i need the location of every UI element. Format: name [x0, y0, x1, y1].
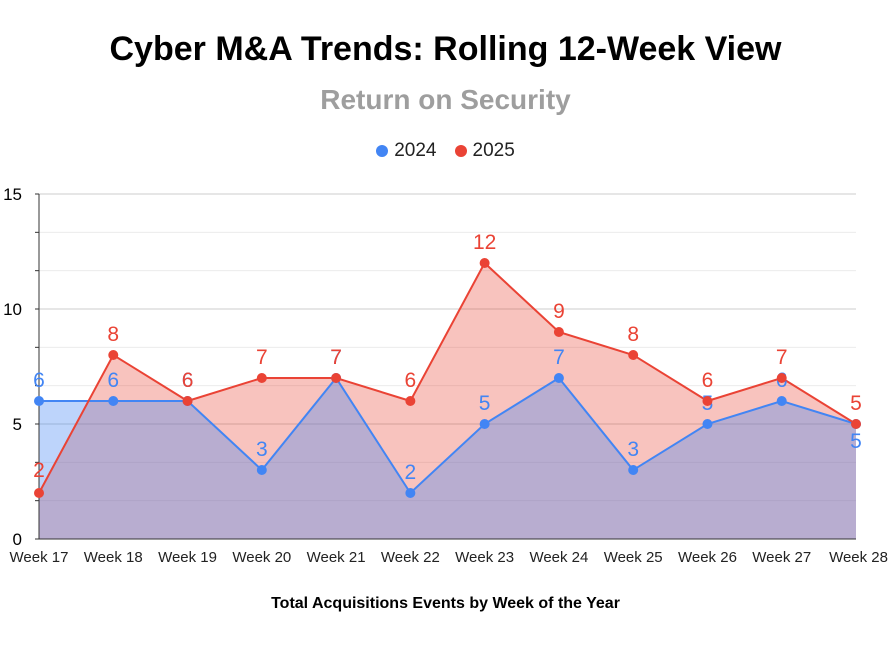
x-tick-label: Week 24 — [529, 549, 588, 566]
point-2024 — [479, 419, 490, 429]
y-tick-label: 0 — [13, 530, 22, 549]
data-label-2024: 7 — [553, 346, 565, 369]
x-tick-label: Week 25 — [604, 549, 663, 566]
x-tick-label: Week 27 — [752, 549, 811, 566]
point-2025 — [256, 373, 267, 383]
point-2024 — [702, 419, 713, 429]
point-2024 — [776, 396, 787, 406]
data-label-2024: 3 — [627, 438, 639, 461]
data-label-2025: 8 — [107, 323, 119, 346]
data-label-2025: 8 — [627, 323, 639, 346]
point-2025 — [405, 396, 416, 406]
data-label-2024: 5 — [479, 392, 491, 415]
data-label-2024: 6 — [182, 369, 194, 392]
data-label-2025: 6 — [405, 369, 417, 392]
x-tick-label: Week 19 — [158, 549, 217, 566]
data-label-2025: 7 — [256, 346, 268, 369]
data-label-2025: 6 — [702, 369, 714, 392]
point-2025 — [108, 350, 119, 360]
x-tick-label: Week 21 — [307, 549, 366, 566]
y-tick-label: 15 — [3, 185, 22, 204]
chart-subtitle: Return on Security — [320, 84, 571, 115]
legend-marker-2024 — [376, 145, 389, 157]
x-axis-label: Total Acquisitions Events by Week of the… — [271, 595, 620, 612]
point-2024 — [256, 465, 267, 475]
data-label-2025: 9 — [553, 300, 565, 323]
legend: 2024 2025 — [0, 140, 891, 162]
legend-label-2024: 2024 — [394, 140, 437, 161]
chart-title: Cyber M&A Trends: Rolling 12-Week View — [109, 30, 782, 68]
point-2025 — [34, 488, 44, 498]
point-2025 — [331, 373, 342, 383]
point-2024 — [405, 488, 416, 498]
data-label-2024: 3 — [256, 438, 268, 461]
legend-item-2024[interactable]: 2024 — [376, 140, 437, 162]
x-tick-label: Week 18 — [84, 549, 143, 566]
line-2025 — [38, 261, 857, 494]
legend-label-2025: 2025 — [472, 140, 515, 161]
data-label-2024: 7 — [330, 346, 342, 369]
x-tick-label: Week 26 — [678, 549, 737, 566]
point-2025 — [182, 396, 193, 406]
point-2025 — [851, 419, 861, 429]
x-tick-label: Week 28 — [829, 549, 888, 566]
point-2024 — [553, 373, 564, 383]
x-tick-label: Week 17 — [10, 549, 69, 566]
data-label-2024: 6 — [33, 369, 45, 392]
data-label-2024: 2 — [405, 461, 417, 484]
x-tick-label: Week 22 — [381, 549, 440, 566]
data-label-2025: 6 — [182, 369, 194, 392]
y-tick-label: 10 — [3, 300, 22, 319]
point-2024 — [628, 465, 639, 475]
point-2025 — [776, 373, 787, 383]
x-tick-label: Week 23 — [455, 549, 514, 566]
data-label-2024: 6 — [107, 369, 119, 392]
point-2024 — [108, 396, 119, 406]
data-label-2025: 2 — [33, 459, 45, 482]
line-2024 — [39, 376, 857, 495]
point-2025 — [628, 350, 639, 360]
data-label-2025: 7 — [776, 346, 788, 369]
legend-marker-2025 — [454, 145, 467, 157]
point-2024 — [34, 396, 44, 406]
data-label-2025: 5 — [850, 392, 862, 415]
area-2025 — [39, 263, 856, 539]
y-tick-label: 5 — [13, 415, 22, 434]
data-label-2024: 5 — [850, 430, 862, 453]
data-label-2025: 7 — [330, 346, 342, 369]
data-label-2025: 12 — [473, 231, 496, 254]
point-2025 — [553, 327, 564, 337]
x-tick-label: Week 20 — [232, 549, 291, 566]
point-2025 — [702, 396, 713, 406]
legend-item-2025[interactable]: 2025 — [454, 140, 515, 162]
point-2025 — [479, 258, 490, 268]
